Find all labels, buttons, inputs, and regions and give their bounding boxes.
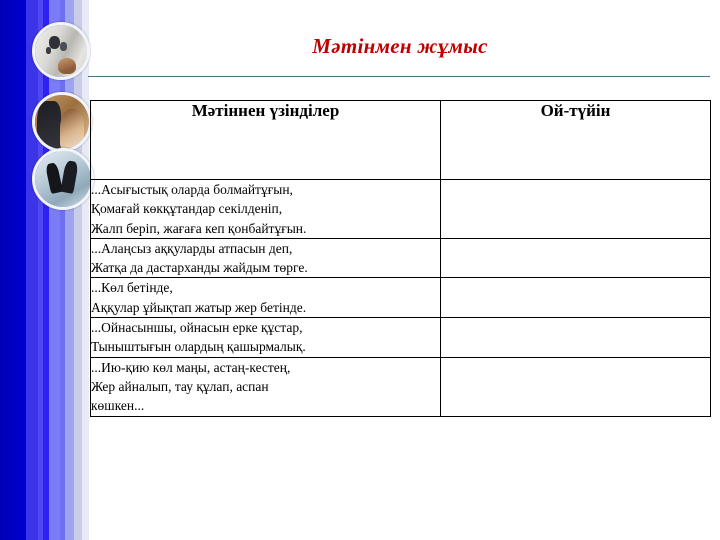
- photo-thumbnail-1: [32, 22, 90, 80]
- excerpt-line: ...Асығыстық оларда болмайтұғын,: [91, 182, 293, 197]
- excerpt-line: Тыныштығын олардың қашырмалық.: [91, 339, 306, 355]
- photo-thumbnail-1-art: [35, 25, 87, 77]
- photo-thumbnail-3-art: [35, 151, 91, 207]
- excerpt-line: көшкен...: [91, 398, 145, 414]
- decor-band-4: [43, 0, 49, 540]
- column-header-idea: Ой-түйін: [440, 100, 711, 180]
- cell-idea[interactable]: [440, 317, 711, 358]
- cell-idea[interactable]: [440, 179, 711, 239]
- excerpt-line: Жатқа да дастарханды жайдым төрге.: [91, 260, 308, 276]
- excerpt-line: ...Көл бетінде,: [91, 280, 173, 296]
- excerpt-line: Аққулар ұйықтап жатыр жер бетінде.: [91, 299, 307, 315]
- cell-excerpt: ...Алаңсыз аққуларды атпасын деп, Жатқа д…: [90, 237, 441, 279]
- excerpt-line: ...Ию-қию көл маңы, астаң-кестең,: [91, 359, 291, 375]
- decor-band-8: [74, 0, 82, 540]
- photo-thumbnail-2: [32, 92, 92, 152]
- excerpt-line: Жер айналып, тау құлап, аспан: [91, 378, 269, 394]
- decor-band-7: [65, 0, 74, 540]
- decor-band-5: [49, 0, 60, 540]
- decor-band-2: [26, 0, 38, 540]
- content-table: Мәтіннен үзінділер Ой-түйін ...Асығыстық…: [90, 100, 711, 417]
- column-header-excerpt: Мәтіннен үзінділер: [90, 100, 441, 180]
- excerpt-line: ...Ойнасыншы, ойнасын ерке құстар,: [91, 320, 303, 336]
- excerpt-line: Қомағай көкқұтандар секілденіп,: [91, 201, 283, 217]
- photo-thumbnail-2-art: [35, 95, 89, 149]
- page-title: Мәтінмен жұмыс: [312, 34, 488, 58]
- excerpt-line: ...Алаңсыз аққуларды атпасын деп,: [91, 240, 293, 256]
- table-row: ...Ию-қию көл маңы, астаң-кестең, Жер айн…: [90, 356, 711, 417]
- table-body: ...Асығыстық оларда болмайтұғын, Қомағай …: [90, 179, 711, 417]
- cell-idea[interactable]: [440, 237, 711, 279]
- cell-idea[interactable]: [440, 277, 711, 319]
- table-row: ...Көл бетінде, Аққулар ұйықтап жатыр жер…: [90, 277, 711, 319]
- title-divider: [88, 76, 710, 77]
- table-row: ...Асығыстық оларда болмайтұғын, Қомағай …: [90, 179, 711, 239]
- decor-band-6: [60, 0, 65, 540]
- table-header-row: Мәтіннен үзінділер Ой-түйін: [90, 100, 711, 180]
- table-row: ...Алаңсыз аққуларды атпасын деп, Жатқа д…: [90, 237, 711, 279]
- table-row: ...Ойнасыншы, ойнасын ерке құстар, Тынышт…: [90, 317, 711, 358]
- decor-band-9: [82, 0, 89, 540]
- cell-excerpt: ...Көл бетінде, Аққулар ұйықтап жатыр жер…: [90, 277, 441, 319]
- photo-thumbnail-3: [32, 148, 94, 210]
- decor-band-1: [0, 0, 26, 540]
- decor-band-3: [38, 0, 43, 540]
- cell-excerpt: ...Асығыстық оларда болмайтұғын, Қомағай …: [90, 179, 441, 239]
- excerpt-line: Жалп беріп, жағаға кеп қонбайтұғын.: [91, 220, 307, 236]
- cell-excerpt: ...Ию-қию көл маңы, астаң-кестең, Жер айн…: [90, 356, 441, 417]
- cell-idea[interactable]: [440, 356, 711, 417]
- cell-excerpt: ...Ойнасыншы, ойнасын ерке құстар, Тынышт…: [90, 317, 441, 358]
